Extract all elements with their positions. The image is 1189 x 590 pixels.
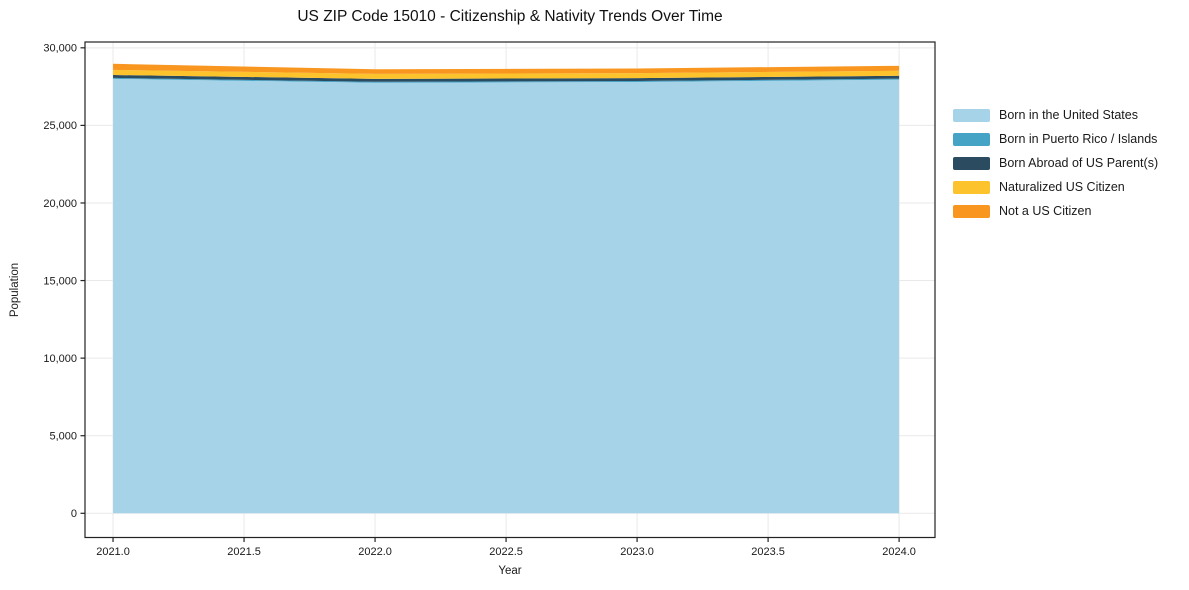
area-series-0 [113, 78, 900, 514]
x-tick-label: 2022.0 [358, 546, 392, 558]
axis-layer [80, 41, 936, 542]
y-tick-label: 30,000 [43, 43, 77, 55]
x-axis-title: Year [498, 565, 522, 577]
y-tick-label: 10,000 [43, 353, 77, 365]
legend-item-born-abroad: Born Abroad of US Parent(s) [953, 151, 1158, 175]
legend-swatch-born-us [953, 108, 990, 122]
area-series-4 [113, 63, 900, 74]
x-tick-label: 2021.5 [227, 546, 261, 558]
legend-swatch-puerto-rico [953, 132, 990, 146]
legend-item-not-citizen: Not a US Citizen [953, 199, 1158, 223]
legend: Born in the United States Born in Puerto… [953, 103, 1158, 223]
area-series-3 [113, 69, 900, 79]
x-tick-label: 2021.0 [96, 546, 130, 558]
legend-label-puerto-rico: Born in Puerto Rico / Islands [999, 132, 1158, 146]
plot-border [84, 41, 936, 539]
x-tick-label: 2024.0 [882, 546, 916, 558]
y-tick-label: 5,000 [49, 431, 77, 443]
y-tick-label: 20,000 [43, 198, 77, 210]
legend-label-born-abroad: Born Abroad of US Parent(s) [999, 156, 1159, 170]
legend-label-born-us: Born in the United States [999, 108, 1138, 122]
y-tick-label: 0 [71, 508, 77, 520]
area-series-1 [113, 77, 900, 83]
legend-swatch-born-abroad [953, 156, 990, 170]
x-tick-label: 2023.5 [751, 546, 785, 558]
legend-item-puerto-rico: Born in Puerto Rico / Islands [953, 127, 1158, 151]
legend-label-naturalized: Naturalized US Citizen [999, 180, 1125, 194]
x-tick-label: 2023.0 [620, 546, 654, 558]
legend-swatch-not-citizen [953, 204, 990, 218]
chart-title: US ZIP Code 15010 - Citizenship & Nativi… [297, 8, 723, 25]
y-tick-label: 25,000 [43, 120, 77, 132]
y-axis-title: Population [9, 262, 21, 318]
legend-item-born-us: Born in the United States [953, 103, 1158, 127]
legend-label-not-citizen: Not a US Citizen [999, 204, 1092, 218]
stacked-area-layer [113, 63, 900, 514]
legend-item-naturalized: Naturalized US Citizen [953, 175, 1158, 199]
x-tick-label: 2022.5 [489, 546, 523, 558]
area-series-2 [113, 74, 900, 82]
y-tick-label: 15,000 [43, 275, 77, 287]
legend-swatch-naturalized [953, 180, 990, 194]
tick-label-layer: 2021.0 2021.5 2022.0 2022.5 2023.0 2023.5 2024… [43, 43, 916, 558]
